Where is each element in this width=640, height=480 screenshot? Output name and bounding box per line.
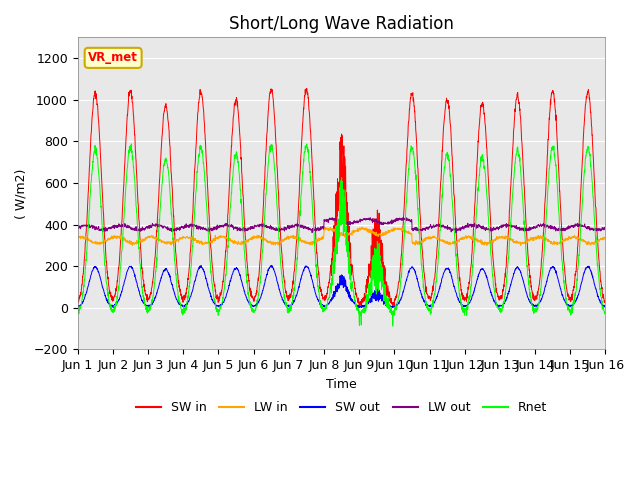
LW in — [556, 240, 563, 246]
LW out — [570, 225, 578, 230]
X-axis label: Time: Time — [326, 378, 357, 391]
Rnet — [389, 323, 397, 329]
SW out — [74, 304, 81, 310]
Legend: SW in, LW in, SW out, LW out, Rnet: SW in, LW in, SW out, LW out, Rnet — [131, 396, 552, 419]
SW in — [221, 259, 228, 265]
Line: Rnet: Rnet — [77, 144, 605, 326]
SW out — [495, 303, 503, 309]
Rnet — [495, 307, 503, 312]
Line: LW in: LW in — [77, 227, 605, 245]
Y-axis label: ( W/m2): ( W/m2) — [15, 168, 28, 218]
SW out — [369, 295, 376, 300]
SW out — [268, 263, 275, 268]
SW out — [556, 281, 563, 287]
LW out — [495, 226, 503, 231]
LW out — [221, 222, 228, 228]
LW out — [556, 227, 563, 233]
Rnet — [357, 309, 365, 315]
Line: LW out: LW out — [77, 217, 605, 233]
SW out — [602, 304, 609, 310]
SW in — [602, 300, 609, 305]
LW out — [74, 226, 81, 231]
SW in — [495, 297, 503, 303]
SW in — [570, 284, 578, 289]
Line: SW out: SW out — [77, 265, 605, 308]
Rnet — [369, 256, 376, 262]
SW out — [357, 304, 365, 310]
LW out — [356, 219, 364, 225]
LW out — [399, 215, 407, 220]
SW in — [369, 251, 376, 256]
Rnet — [556, 216, 563, 221]
Text: VR_met: VR_met — [88, 51, 138, 64]
LW in — [221, 234, 228, 240]
SW in — [357, 299, 365, 305]
LW out — [602, 225, 609, 230]
LW in — [358, 224, 366, 230]
LW out — [452, 230, 460, 236]
Rnet — [127, 141, 135, 147]
LW in — [74, 236, 81, 241]
SW in — [357, 303, 365, 309]
LW in — [570, 234, 578, 240]
LW out — [368, 218, 376, 224]
Title: Short/Long Wave Radiation: Short/Long Wave Radiation — [229, 15, 454, 33]
Rnet — [570, 297, 578, 303]
Line: SW in: SW in — [77, 88, 605, 306]
SW in — [556, 178, 563, 183]
Rnet — [74, 311, 81, 316]
SW in — [303, 85, 310, 91]
LW in — [517, 242, 525, 248]
LW in — [602, 235, 609, 241]
SW out — [355, 305, 363, 311]
LW in — [495, 235, 502, 240]
Rnet — [602, 311, 609, 317]
SW out — [570, 301, 578, 307]
Rnet — [221, 277, 229, 283]
SW out — [221, 296, 228, 302]
LW in — [369, 230, 376, 236]
LW in — [356, 228, 364, 233]
SW in — [74, 300, 81, 305]
